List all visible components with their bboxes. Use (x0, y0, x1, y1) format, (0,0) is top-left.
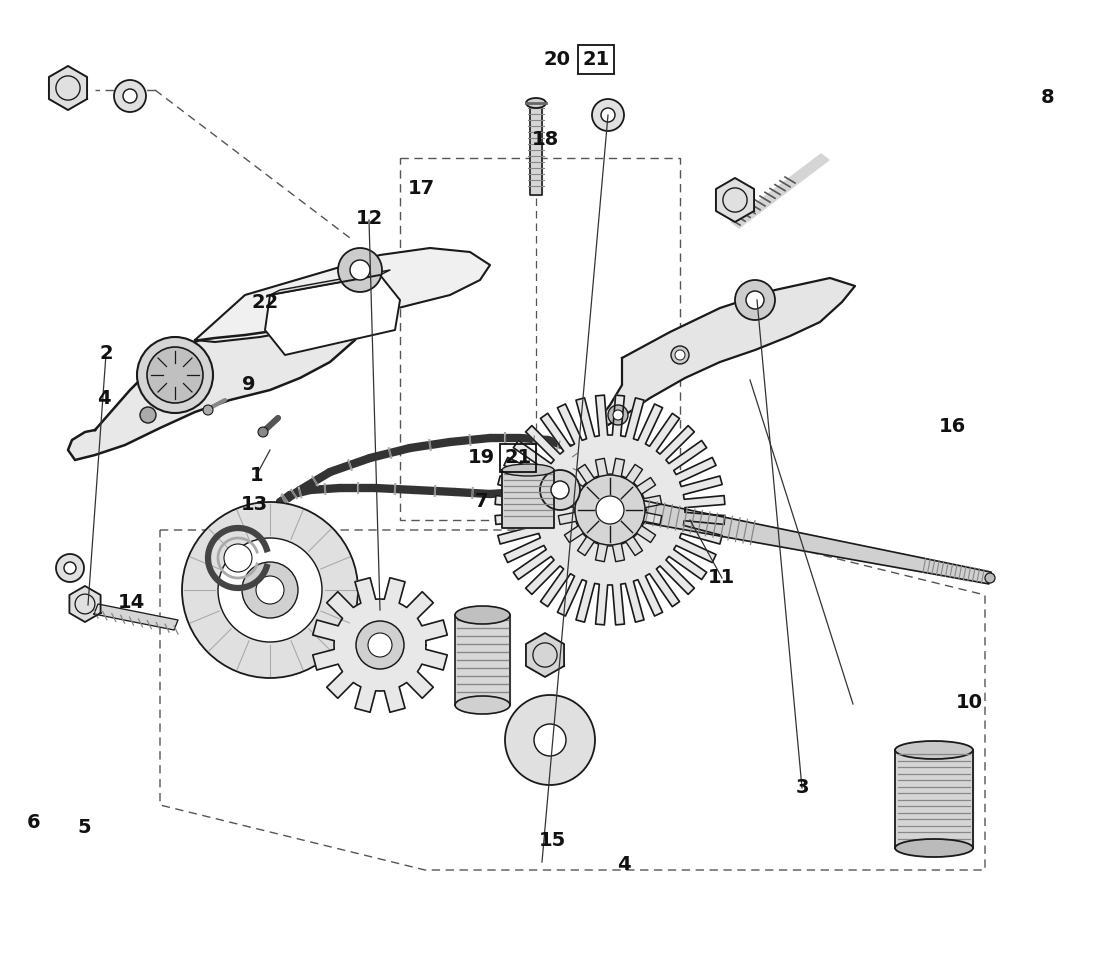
Circle shape (63, 562, 76, 574)
Text: 21: 21 (505, 448, 531, 468)
Ellipse shape (455, 606, 510, 624)
Text: 8: 8 (1040, 88, 1054, 108)
Polygon shape (716, 178, 754, 222)
Text: 11: 11 (709, 568, 735, 588)
Text: 14: 14 (118, 593, 145, 612)
Polygon shape (68, 310, 370, 460)
Circle shape (592, 99, 624, 131)
Circle shape (534, 724, 566, 756)
Polygon shape (270, 270, 390, 295)
Circle shape (256, 576, 284, 604)
Text: 4: 4 (617, 854, 631, 874)
Polygon shape (502, 470, 554, 528)
Circle shape (338, 248, 382, 292)
Polygon shape (558, 458, 662, 562)
Ellipse shape (895, 741, 973, 759)
Text: 17: 17 (408, 179, 434, 198)
Circle shape (56, 554, 84, 582)
Circle shape (540, 470, 580, 510)
Circle shape (575, 475, 645, 545)
Circle shape (505, 695, 595, 785)
Polygon shape (526, 633, 564, 677)
Text: 5: 5 (78, 818, 91, 837)
Circle shape (137, 337, 213, 413)
Circle shape (600, 108, 615, 122)
Text: 1: 1 (250, 466, 263, 485)
Circle shape (218, 538, 322, 642)
Polygon shape (69, 586, 100, 622)
Text: 7: 7 (475, 492, 488, 511)
Ellipse shape (526, 98, 546, 108)
Text: 3: 3 (795, 778, 809, 797)
Text: 22: 22 (252, 293, 278, 312)
Polygon shape (195, 248, 490, 342)
Text: 19: 19 (468, 448, 495, 468)
Text: 21: 21 (583, 50, 609, 69)
Polygon shape (623, 497, 991, 584)
Polygon shape (600, 278, 856, 425)
Circle shape (746, 291, 764, 309)
Polygon shape (94, 604, 178, 630)
Circle shape (350, 260, 370, 280)
Circle shape (242, 562, 299, 618)
Circle shape (671, 346, 688, 364)
Polygon shape (455, 615, 510, 705)
Polygon shape (895, 750, 973, 848)
Circle shape (356, 621, 404, 669)
Polygon shape (731, 154, 829, 228)
Polygon shape (530, 105, 543, 195)
Circle shape (551, 481, 569, 499)
Circle shape (368, 633, 392, 657)
Circle shape (147, 347, 203, 403)
Circle shape (258, 427, 268, 437)
Circle shape (608, 405, 628, 425)
Circle shape (203, 405, 213, 415)
Circle shape (985, 573, 995, 583)
Circle shape (114, 80, 146, 112)
Text: 20: 20 (544, 50, 570, 69)
Text: 13: 13 (241, 494, 267, 514)
Ellipse shape (895, 839, 973, 857)
Circle shape (596, 496, 624, 524)
Polygon shape (49, 66, 87, 110)
Circle shape (224, 544, 252, 572)
Polygon shape (265, 275, 400, 355)
Ellipse shape (502, 464, 554, 476)
Polygon shape (313, 578, 447, 712)
Ellipse shape (455, 696, 510, 714)
Text: 18: 18 (532, 130, 559, 149)
Circle shape (123, 89, 137, 103)
Text: 6: 6 (27, 813, 40, 832)
Circle shape (735, 280, 775, 320)
Text: 16: 16 (939, 417, 966, 436)
Polygon shape (495, 396, 725, 625)
Circle shape (140, 407, 156, 423)
Text: 9: 9 (242, 374, 255, 394)
Text: 12: 12 (356, 209, 383, 228)
Text: 10: 10 (956, 693, 983, 712)
Text: 15: 15 (539, 831, 566, 851)
Text: 2: 2 (99, 344, 113, 363)
Text: 4: 4 (97, 389, 110, 408)
Circle shape (182, 502, 358, 678)
Circle shape (675, 350, 685, 360)
Circle shape (613, 410, 623, 420)
